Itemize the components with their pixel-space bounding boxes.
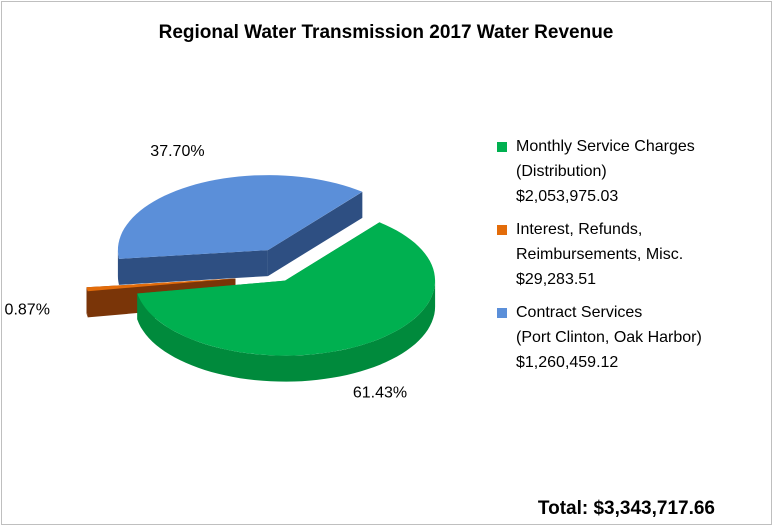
legend: Monthly Service Charges (Distribution) $2… [497,134,767,383]
slice-side [137,280,436,382]
slice-side [86,287,88,318]
data-label: 61.43% [353,384,407,401]
slice-top [86,278,236,292]
slice-wall [118,250,268,285]
slice [117,175,363,285]
legend-swatch [497,308,507,318]
data-label: 37.70% [150,143,204,160]
legend-entry: Contract Services (Port Clinton, Oak Har… [497,300,767,375]
legend-amount: $29,283.51 [516,271,597,288]
slice [137,222,436,382]
slice-top [117,175,363,259]
legend-swatch [497,225,507,235]
data-label: 0.87% [5,302,50,319]
legend-amount: $2,053,975.03 [516,188,619,205]
legend-entry: Monthly Service Charges (Distribution) $2… [497,134,767,209]
total: Total: $3,343,717.66 [537,498,715,519]
legend-label: Contract Services (Port Clinton, Oak Har… [516,304,702,346]
legend-amount: $1,260,459.12 [516,354,619,371]
legend-entry: Interest, Refunds, Reimbursements, Misc.… [497,217,767,292]
legend-label: Interest, Refunds, Reimbursements, Misc. [516,221,684,263]
slice-wall [267,191,363,277]
legend-label: Monthly Service Charges (Distribution) [516,138,695,180]
slice-side [117,250,119,285]
legend-swatch [497,142,507,152]
chart-title: Regional Water Transmission 2017 Water R… [159,22,614,43]
slice-top [137,222,436,356]
